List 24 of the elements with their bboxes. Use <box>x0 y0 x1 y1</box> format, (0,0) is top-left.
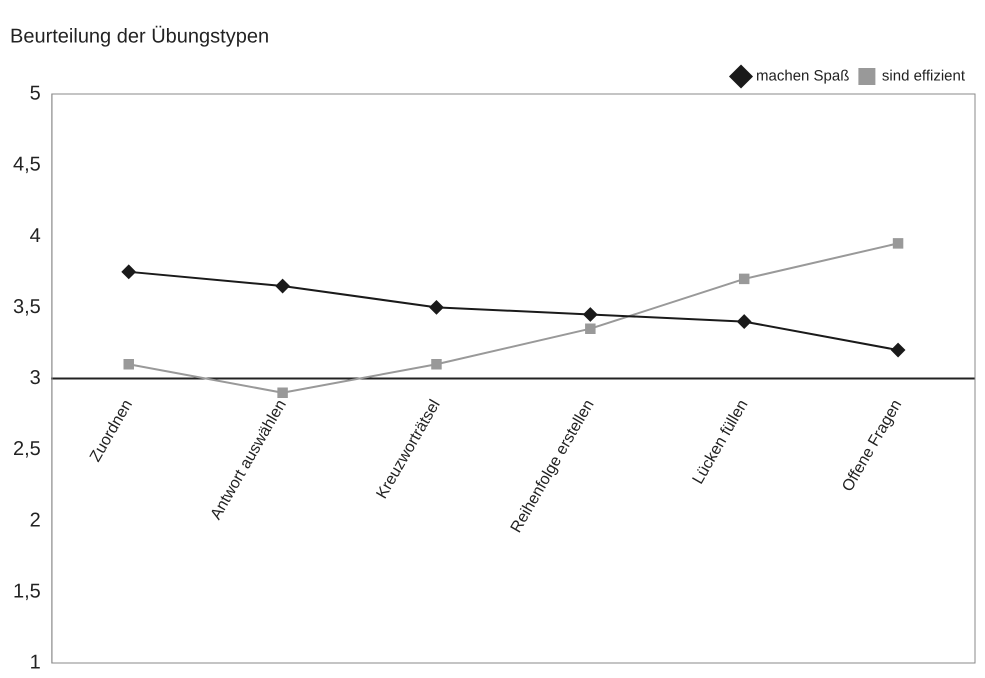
y-tick-label: 3,5 <box>12 296 41 318</box>
point <box>122 264 136 279</box>
point <box>431 359 442 370</box>
y-tick-label: 1,5 <box>12 580 41 602</box>
point <box>892 238 904 249</box>
legend-label: machen Spaß <box>756 68 850 85</box>
y-tick-label: 2 <box>30 509 41 532</box>
chart-title: Beurteilung der Übungstypen <box>10 26 270 48</box>
point <box>123 359 134 370</box>
y-tick-label: 3 <box>30 367 41 390</box>
y-tick-label: 2,5 <box>12 438 41 460</box>
point <box>891 343 906 358</box>
point <box>737 314 752 329</box>
point <box>429 300 444 314</box>
point <box>583 307 598 322</box>
point <box>277 387 288 398</box>
y-tick-label: 4 <box>30 224 41 247</box>
legend-label: sind effizient <box>882 68 966 85</box>
point <box>585 323 596 334</box>
y-tick-label: 4,5 <box>12 154 41 176</box>
y-tick-label: 5 <box>30 82 41 105</box>
point <box>276 279 290 294</box>
point <box>738 274 750 284</box>
y-tick-label: 1 <box>30 652 41 674</box>
